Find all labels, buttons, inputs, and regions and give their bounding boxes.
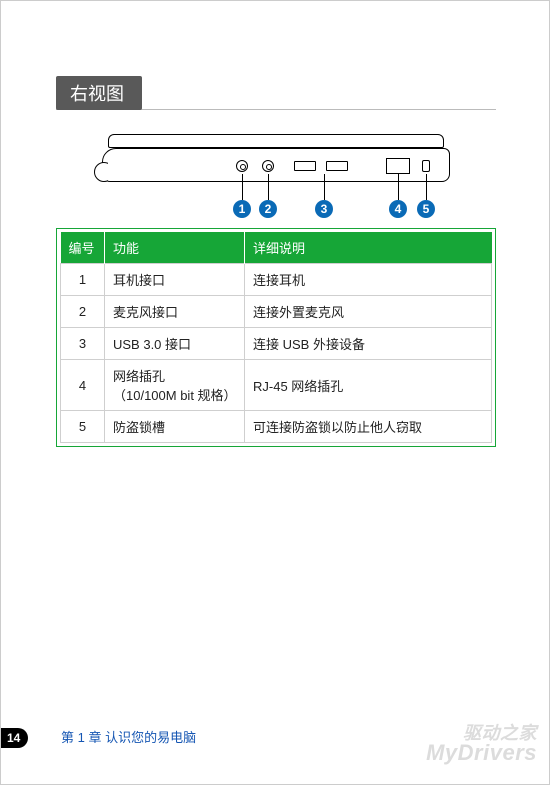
col-header-number: 编号	[61, 232, 105, 264]
watermark-line2: MyDrivers	[426, 742, 537, 764]
section-title: 右视图	[56, 76, 142, 110]
watermark: 驱动之家 MyDrivers	[426, 724, 537, 764]
callout-leader	[268, 174, 269, 200]
callout-leader	[398, 174, 399, 200]
ports-table-frame: 编号 功能 详细说明 1耳机接口连接耳机2麦克风接口连接外置麦克风3USB 3.…	[56, 228, 496, 447]
cell-number: 3	[61, 328, 105, 360]
callout-leader	[242, 174, 243, 200]
laptop-lid	[108, 134, 444, 148]
cell-function: USB 3.0 接口	[105, 328, 245, 360]
rj45-port-icon	[386, 158, 410, 174]
mic-port-icon	[262, 160, 274, 172]
callout-marker: 3	[315, 200, 333, 218]
section-heading: 右视图	[56, 76, 496, 110]
cell-number: 5	[61, 411, 105, 443]
page-number-tab: 14	[1, 728, 28, 748]
cell-number: 4	[61, 360, 105, 411]
col-header-description: 详细说明	[245, 232, 492, 264]
cell-function: 防盗锁槽	[105, 411, 245, 443]
callout-marker: 5	[417, 200, 435, 218]
table-row: 5防盗锁槽可连接防盗锁以防止他人窃取	[61, 411, 492, 443]
cell-description: 可连接防盗锁以防止他人窃取	[245, 411, 492, 443]
cell-number: 1	[61, 264, 105, 296]
ports-table: 编号 功能 详细说明 1耳机接口连接耳机2麦克风接口连接外置麦克风3USB 3.…	[60, 232, 492, 443]
callout-marker: 1	[233, 200, 251, 218]
callout-marker: 4	[389, 200, 407, 218]
chapter-footer: 第 1 章 认识您的易电脑	[61, 727, 196, 746]
cell-description: 连接耳机	[245, 264, 492, 296]
usb3-port-icon	[326, 161, 348, 171]
cell-number: 2	[61, 296, 105, 328]
col-header-function: 功能	[105, 232, 245, 264]
table-row: 4网络插孔 （10/100M bit 规格）RJ-45 网络插孔	[61, 360, 492, 411]
kensington-lock-icon	[422, 160, 430, 172]
callout-leader	[426, 174, 427, 200]
cell-description: RJ-45 网络插孔	[245, 360, 492, 411]
right-side-diagram: 12 3 45	[86, 130, 466, 220]
watermark-line1: 驱动之家	[426, 724, 537, 742]
cell-function: 网络插孔 （10/100M bit 规格）	[105, 360, 245, 411]
cell-description: 连接外置麦克风	[245, 296, 492, 328]
cell-description: 连接 USB 外接设备	[245, 328, 492, 360]
cell-function: 耳机接口	[105, 264, 245, 296]
table-row: 3USB 3.0 接口连接 USB 外接设备	[61, 328, 492, 360]
table-row: 1耳机接口连接耳机	[61, 264, 492, 296]
usb3-port-icon	[294, 161, 316, 171]
headphone-port-icon	[236, 160, 248, 172]
table-row: 2麦克风接口连接外置麦克风	[61, 296, 492, 328]
callout-leader	[324, 174, 325, 200]
callout-marker: 2	[259, 200, 277, 218]
cell-function: 麦克风接口	[105, 296, 245, 328]
